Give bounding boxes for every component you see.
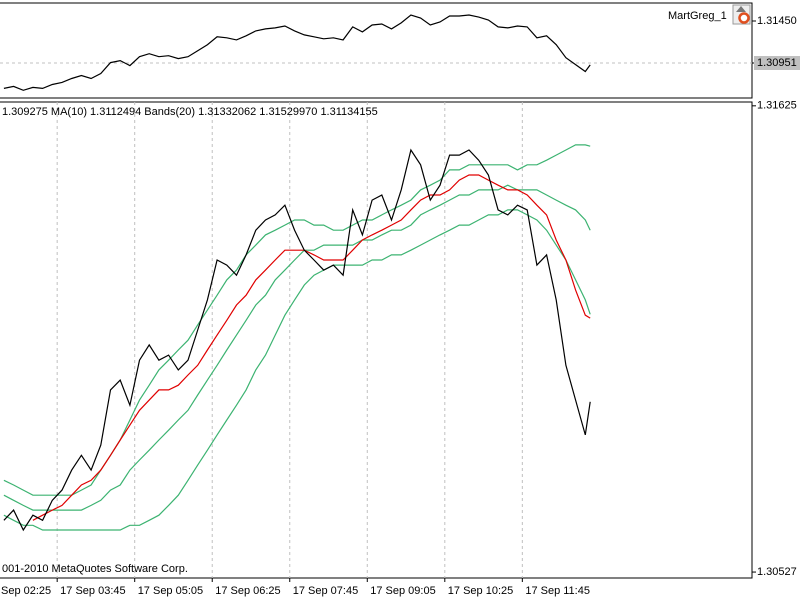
main-pane: [3, 102, 591, 578]
x-tick-label: 17 Sep 07:45: [293, 585, 358, 597]
series-line: [32, 174, 591, 521]
pane-border: [0, 101, 753, 579]
top-pane: [0, 14, 752, 91]
series-line: [3, 184, 591, 511]
y-tick-label: 1.31450: [757, 15, 797, 27]
pane-border: [0, 2, 753, 99]
series-line: [3, 209, 591, 531]
x-tick-label: 17 Sep 09:05: [370, 585, 435, 597]
y-tick-label: 1.30527: [757, 566, 797, 578]
y-tick-label: 1.31625: [757, 100, 797, 112]
indicator-header: 1.309275 MA(10) 1.3112494 Bands(20) 1.31…: [2, 106, 378, 118]
x-tick-label: 17 Sep 06:25: [215, 585, 280, 597]
x-tick-label: Sep 02:25: [1, 585, 51, 597]
icon-face: [738, 12, 750, 24]
expert-label: MartGreg_1: [668, 10, 727, 22]
x-tick-label: 17 Sep 11:45: [525, 585, 590, 597]
x-tick-label: 17 Sep 10:25: [448, 585, 513, 597]
icon-hat: [736, 6, 746, 12]
series-line: [3, 148, 591, 532]
copyright: 001-2010 MetaQuotes Software Corp.: [2, 563, 188, 575]
price-marker: [754, 55, 800, 70]
series-line: [3, 14, 591, 91]
y-tick-label: 1.30951: [757, 57, 797, 69]
expert-icon: [732, 4, 751, 25]
x-tick-label: 17 Sep 03:45: [60, 585, 125, 597]
axes: 1.31450 1.30951 1.31625 1.30527 Sep 02:25 17 …: [1, 15, 800, 597]
x-tick-label: 17 Sep 05:05: [138, 585, 203, 597]
